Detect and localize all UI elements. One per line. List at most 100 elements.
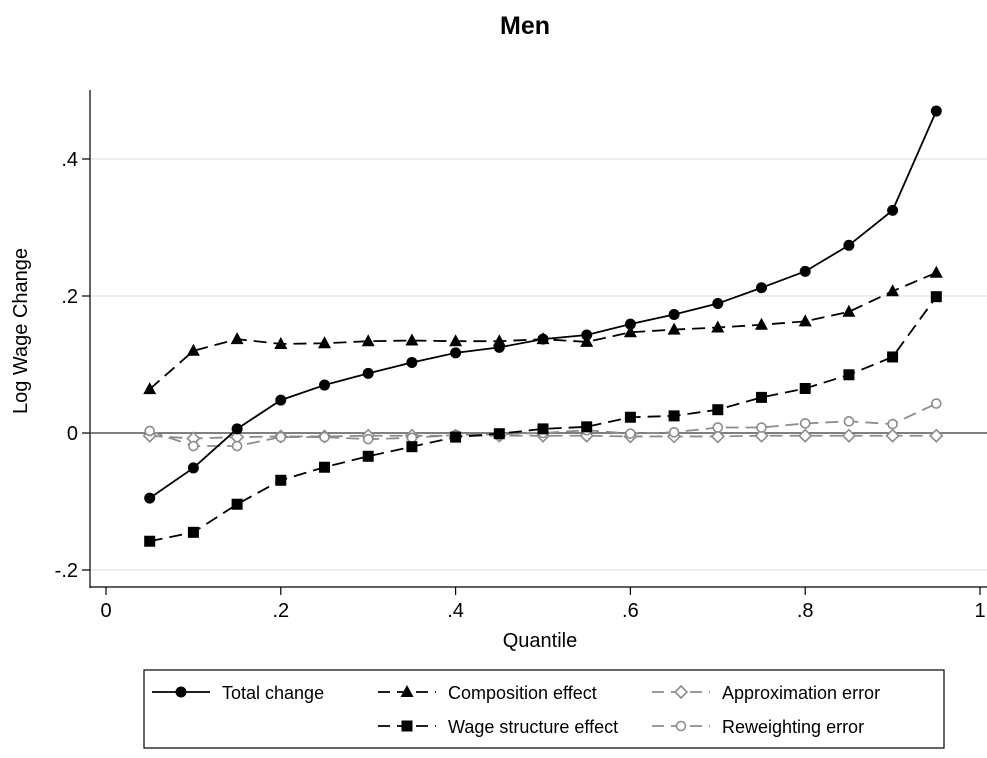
data-point-wage-structure-effect-7	[450, 431, 462, 443]
data-point-approximation-error-13	[710, 429, 725, 444]
data-point-reweighting-error-17	[887, 418, 898, 430]
x-tick-label-8: .8	[797, 600, 814, 622]
legend-item-wage-structure-effect: Wage structure effect	[378, 717, 618, 737]
series-wage-structure-effect	[144, 291, 942, 547]
data-point-wage-structure-effect-12	[668, 410, 680, 422]
data-point-composition-effect-13	[711, 320, 725, 333]
data-point-wage-structure-effect-0	[144, 535, 156, 547]
data-point-reweighting-error-12	[668, 427, 680, 438]
data-point-wage-structure-effect-2	[231, 498, 243, 510]
data-point-composition-effect-0	[143, 382, 157, 395]
legend-item-approximation-error: Approximation error	[652, 683, 880, 703]
data-point-reweighting-error-16	[843, 416, 855, 427]
data-point-composition-effect-3	[274, 336, 288, 349]
data-point-reweighting-error-15	[799, 418, 811, 429]
y-tick-label-4: .4	[61, 149, 78, 171]
data-point-total-change-17	[887, 204, 899, 216]
y-axis-label: Log Wage Change	[10, 248, 32, 414]
chart-title: Men	[500, 12, 550, 40]
series-line-composition-effect	[149, 271, 937, 390]
data-point-composition-effect-9	[536, 332, 550, 345]
legend-box	[143, 669, 945, 749]
data-point-wage-structure-effect-5	[362, 450, 374, 462]
data-point-total-change-16	[843, 239, 855, 251]
data-point-reweighting-error-5	[362, 433, 374, 445]
x-tick-label-6: .6	[622, 600, 639, 622]
series-total-change	[144, 105, 942, 504]
data-point-total-change-2	[231, 423, 243, 435]
data-point-composition-effect-5	[361, 334, 375, 347]
data-point-composition-effect-4	[318, 336, 331, 349]
data-point-wage-structure-effect-17	[887, 351, 899, 363]
y-tick-label-2: -.2	[55, 560, 78, 582]
data-point-composition-effect-16	[842, 304, 856, 317]
x-tick-label-1: 1	[974, 600, 985, 622]
data-point-composition-effect-12	[667, 322, 681, 335]
data-point-total-change-18	[930, 105, 942, 117]
data-point-wage-structure-effect-10	[581, 421, 593, 433]
series-composition-effect	[143, 265, 943, 395]
data-point-total-change-0	[144, 492, 156, 504]
legend-label-approximation-error: Approximation error	[722, 683, 880, 703]
grid-lines	[90, 158, 987, 571]
legend-marker-total-change	[175, 686, 187, 698]
data-point-composition-effect-7	[449, 334, 463, 347]
data-point-total-change-15	[799, 265, 811, 277]
legend-marker-composition-effect	[400, 685, 414, 697]
legend-marker-wage-structure-effect	[401, 720, 413, 732]
data-point-total-change-3	[275, 394, 287, 406]
y-tick-label-0: 0	[67, 423, 78, 445]
data-point-approximation-error-17	[885, 428, 900, 443]
data-point-composition-effect-2	[230, 332, 244, 345]
data-point-approximation-error-14	[754, 428, 769, 443]
data-point-composition-effect-1	[186, 343, 200, 356]
data-point-wage-structure-effect-11	[624, 411, 636, 423]
data-point-composition-effect-17	[886, 284, 900, 297]
data-point-approximation-error-15	[798, 428, 813, 443]
x-axis-label: Quantile	[503, 630, 578, 652]
x-tick-label-4: .4	[447, 600, 464, 622]
data-point-approximation-error-16	[841, 428, 857, 443]
y-tick-label-2: .2	[61, 286, 78, 308]
data-point-wage-structure-effect-13	[712, 404, 724, 416]
data-point-total-change-1	[187, 462, 199, 474]
data-point-reweighting-error-0	[144, 425, 155, 437]
data-point-wage-structure-effect-18	[930, 291, 942, 303]
data-point-reweighting-error-2	[231, 440, 243, 452]
data-point-composition-effect-6	[405, 333, 419, 346]
data-point-wage-structure-effect-14	[756, 391, 767, 403]
data-point-wage-structure-effect-9	[537, 423, 549, 435]
data-point-wage-structure-effect-8	[493, 428, 505, 440]
legend-item-reweighting-error: Reweighting error	[652, 717, 864, 737]
legend-label-composition-effect: Composition effect	[448, 683, 597, 703]
legend-item-total-change: Total change	[152, 683, 324, 703]
legend: Total change Composition effect Approximat…	[143, 669, 945, 749]
data-point-total-change-14	[756, 282, 767, 294]
data-point-reweighting-error-6	[406, 432, 418, 444]
data-point-wage-structure-effect-1	[187, 526, 199, 538]
legend-label-wage-structure-effect: Wage structure effect	[448, 717, 618, 737]
data-point-wage-structure-effect-6	[406, 441, 418, 453]
data-point-wage-structure-effect-4	[319, 461, 330, 473]
axes: -.2 0 .2 .4 0 .2 .4 .6 .8 1	[55, 90, 987, 622]
legend-marker-approximation-error	[673, 684, 689, 700]
data-point-wage-structure-effect-15	[799, 382, 811, 394]
data-point-wage-structure-effect-3	[275, 474, 287, 486]
data-point-composition-effect-11	[623, 325, 637, 338]
data-point-reweighting-error-3	[275, 431, 287, 443]
data-point-composition-effect-8	[492, 334, 506, 347]
legend-label-reweighting-error: Reweighting error	[722, 717, 864, 737]
data-point-composition-effect-10	[580, 334, 594, 347]
series-layer	[142, 105, 944, 547]
data-point-reweighting-error-18	[930, 398, 942, 409]
data-point-wage-structure-effect-16	[843, 369, 855, 381]
data-point-composition-effect-14	[755, 317, 768, 330]
data-point-reweighting-error-4	[319, 431, 330, 443]
data-point-total-change-11	[624, 318, 636, 330]
legend-item-composition-effect: Composition effect	[378, 683, 597, 703]
data-point-approximation-error-18	[929, 428, 944, 443]
data-point-reweighting-error-13	[712, 422, 724, 433]
data-point-total-change-7	[450, 347, 462, 359]
